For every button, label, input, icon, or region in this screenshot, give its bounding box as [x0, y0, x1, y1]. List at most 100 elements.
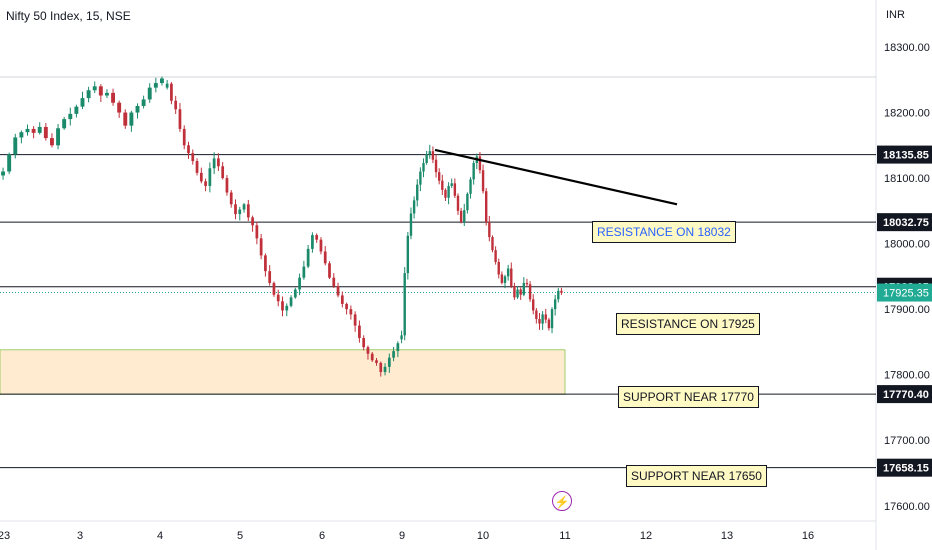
- candle-body: [519, 289, 522, 295]
- x-tick-label: 16: [802, 530, 814, 542]
- candle-body: [349, 309, 353, 315]
- candle-body: [315, 235, 319, 240]
- candle-body: [491, 237, 494, 251]
- candle-body: [400, 335, 403, 340]
- candle-body: [485, 191, 488, 222]
- candle-body: [7, 154, 12, 172]
- resistance-17925-label: RESISTANCE ON 17925: [616, 313, 760, 335]
- candle-body: [187, 145, 190, 154]
- x-tick-label: 5: [237, 530, 243, 542]
- candle-body: [281, 301, 284, 311]
- currency-label: INR: [886, 9, 905, 21]
- candle-body: [366, 347, 370, 354]
- level-value: 18135.85: [883, 150, 929, 162]
- candle-body: [272, 282, 276, 295]
- level-badge: [877, 385, 932, 404]
- trendline: [434, 148, 678, 206]
- candle-body: [478, 156, 482, 171]
- candle-body: [547, 319, 551, 329]
- candle-body: [117, 102, 122, 113]
- chart-title: Nifty 50 Index, 15, NSE: [6, 9, 131, 23]
- candle-body: [336, 286, 340, 296]
- candle-body: [268, 271, 272, 283]
- candle-body: [311, 235, 314, 249]
- candle-body: [129, 112, 134, 126]
- candle-body: [251, 217, 254, 226]
- candle-body: [293, 289, 297, 298]
- candle-body: [1, 171, 6, 176]
- candle-body: [422, 163, 425, 172]
- candle-body: [229, 192, 233, 205]
- x-tick-label: 6: [319, 530, 325, 542]
- x-tick-label: 10: [477, 530, 489, 542]
- candle-body: [246, 204, 250, 218]
- candle-body: [497, 261, 500, 275]
- level-value: 17770.40: [883, 389, 929, 401]
- candle-body: [19, 132, 24, 138]
- level-badge: [877, 213, 932, 232]
- candle-body: [217, 158, 220, 167]
- candle-body: [328, 263, 331, 278]
- candle-body: [437, 172, 441, 181]
- candle-body: [447, 185, 450, 198]
- candle-body: [323, 251, 327, 264]
- candle-body: [242, 204, 246, 210]
- candle-body: [345, 303, 348, 310]
- candle-body: [80, 98, 85, 107]
- candle-body: [544, 314, 547, 320]
- candle-body: [255, 225, 259, 239]
- level-badge: [877, 458, 932, 477]
- candle-body: [178, 109, 182, 129]
- candle-body: [409, 213, 413, 236]
- candle-body: [441, 180, 444, 190]
- candle-body: [204, 181, 207, 186]
- candle-body: [319, 239, 323, 252]
- candle-body: [25, 128, 30, 133]
- candle-body: [362, 337, 366, 348]
- candle-body: [428, 151, 431, 155]
- candle-body: [37, 126, 42, 133]
- level-value: 18032.75: [883, 217, 929, 229]
- candle-body: [147, 87, 152, 100]
- candle-body: [43, 126, 48, 139]
- candle-body: [416, 184, 419, 201]
- candle-body: [238, 209, 242, 215]
- candle-body: [285, 305, 289, 311]
- candle-body: [104, 92, 109, 96]
- candle-body: [444, 189, 447, 198]
- candle-body: [412, 200, 416, 214]
- candle-body: [425, 154, 428, 164]
- candle-body: [276, 294, 280, 302]
- candle-body: [68, 113, 73, 120]
- candle-body: [199, 172, 203, 182]
- candle-body: [528, 284, 532, 300]
- level-value: 17658.15: [883, 463, 929, 475]
- x-tick-label: 9: [399, 530, 405, 542]
- candle-body: [191, 153, 195, 162]
- candle-body: [463, 210, 466, 222]
- lightning-icon[interactable]: ⚡: [552, 491, 572, 511]
- level-badge: [877, 145, 932, 164]
- support-zone: [0, 349, 566, 395]
- candle-body: [264, 255, 267, 272]
- candle-body: [434, 159, 438, 173]
- candle-body: [560, 290, 563, 293]
- candle-body: [49, 138, 54, 146]
- y-tick-label: 18000.00: [884, 239, 930, 251]
- x-tick-label: 3: [77, 530, 83, 542]
- candle-body: [525, 282, 529, 285]
- candle-body: [212, 158, 216, 169]
- candle-body: [298, 277, 301, 290]
- candle-body: [92, 86, 97, 91]
- candle-body: [123, 112, 128, 126]
- y-tick-label: 17700.00: [884, 435, 930, 447]
- candle-body: [358, 325, 361, 338]
- candle-body: [510, 268, 513, 287]
- candle-body: [31, 128, 36, 133]
- candle-body: [450, 183, 453, 186]
- candle-body: [208, 168, 212, 186]
- candle-body: [472, 163, 475, 180]
- candle-body: [56, 128, 61, 146]
- candle-body: [535, 310, 538, 319]
